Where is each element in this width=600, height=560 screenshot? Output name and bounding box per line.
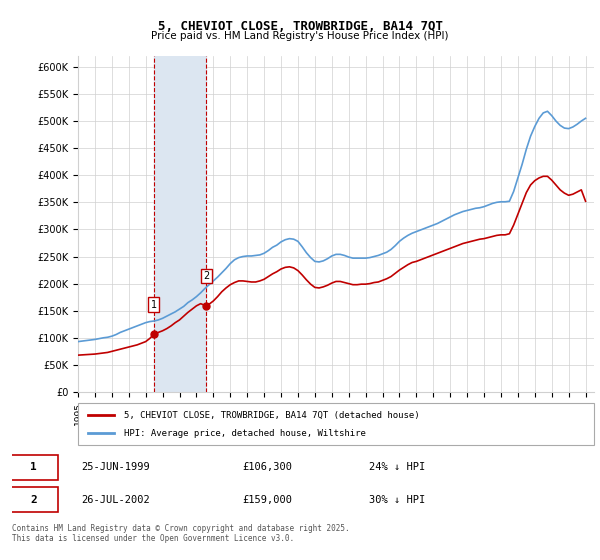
FancyBboxPatch shape [9, 455, 58, 480]
Text: £106,300: £106,300 [242, 462, 292, 472]
Text: 5, CHEVIOT CLOSE, TROWBRIDGE, BA14 7QT: 5, CHEVIOT CLOSE, TROWBRIDGE, BA14 7QT [157, 20, 443, 32]
Text: 1: 1 [30, 462, 37, 472]
Text: 1: 1 [151, 300, 157, 310]
Text: 2: 2 [30, 494, 37, 505]
FancyBboxPatch shape [9, 487, 58, 512]
Text: £159,000: £159,000 [242, 494, 292, 505]
Text: Contains HM Land Registry data © Crown copyright and database right 2025.
This d: Contains HM Land Registry data © Crown c… [12, 524, 350, 543]
FancyBboxPatch shape [78, 403, 594, 445]
Text: 5, CHEVIOT CLOSE, TROWBRIDGE, BA14 7QT (detached house): 5, CHEVIOT CLOSE, TROWBRIDGE, BA14 7QT (… [124, 410, 420, 419]
Text: 26-JUL-2002: 26-JUL-2002 [81, 494, 150, 505]
Text: Price paid vs. HM Land Registry's House Price Index (HPI): Price paid vs. HM Land Registry's House … [151, 31, 449, 41]
Text: 30% ↓ HPI: 30% ↓ HPI [369, 494, 425, 505]
Text: 25-JUN-1999: 25-JUN-1999 [81, 462, 150, 472]
Bar [154, 56, 206, 392]
Text: 24% ↓ HPI: 24% ↓ HPI [369, 462, 425, 472]
Text: HPI: Average price, detached house, Wiltshire: HPI: Average price, detached house, Wilt… [124, 429, 367, 438]
Text: 2: 2 [203, 271, 209, 281]
